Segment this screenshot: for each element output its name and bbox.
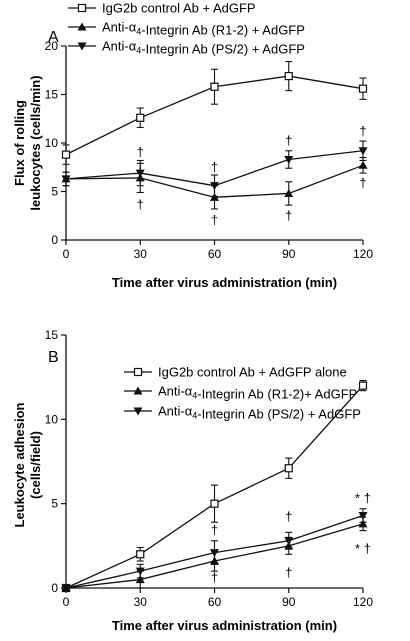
x-axis-title: Time after virus administration (min) — [112, 275, 337, 290]
data-point — [61, 584, 71, 593]
significance-mark: † — [359, 176, 366, 191]
y-tick-label: 0 — [51, 581, 58, 595]
legend-marker — [133, 386, 143, 395]
data-point — [61, 150, 71, 159]
y-tick-label: 0 — [51, 233, 58, 247]
x-tick-label: 60 — [208, 595, 222, 609]
significance-mark: † — [211, 570, 218, 585]
data-point — [210, 82, 219, 91]
significance-mark: † — [137, 145, 144, 160]
data-point — [358, 519, 368, 528]
significance-mark: † — [285, 565, 292, 580]
y-axis-title: (cells/field) — [28, 431, 43, 499]
y-tick-label: 10 — [45, 412, 59, 426]
y-tick-label: 20 — [45, 39, 59, 53]
significance-mark: † — [285, 208, 292, 223]
legend-marker — [133, 367, 143, 377]
data-point — [358, 511, 368, 520]
panel-A: A 0 30 60 90 120 0 5 10 15 20 Time after virus admi… — [12, 1, 373, 291]
x-tick-label: 90 — [282, 595, 296, 609]
data-point — [210, 499, 219, 508]
significance-mark: † — [211, 523, 218, 538]
significance-mark: † — [285, 133, 292, 148]
x-tick-label: 30 — [134, 595, 148, 609]
data-point — [284, 155, 294, 164]
data-point — [358, 381, 368, 390]
x-tick-label: 60 — [208, 247, 222, 261]
legend-entry: IgG2b control Ab + AdGFP — [102, 1, 256, 16]
legend-marker — [133, 407, 143, 416]
x-axis-title: Time after virus administration (min) — [112, 618, 337, 633]
series-3 — [61, 140, 368, 197]
x-tick-label: 120 — [353, 247, 373, 261]
data-point — [284, 537, 294, 546]
legend-marker — [77, 42, 87, 51]
data-point — [210, 549, 219, 558]
data-point — [284, 188, 294, 197]
legend-entry: Anti-α4-Integrin Ab (R1-2) + AdGFP — [102, 20, 305, 38]
legend-entry: Anti-α4-Integrin Ab (PS/2) + AdGFP — [102, 39, 305, 57]
y-tick-label: 15 — [45, 328, 59, 342]
data-point — [61, 175, 71, 184]
series-3 — [61, 508, 368, 593]
significance-mark: † — [285, 509, 292, 524]
x-tick-label: 120 — [353, 595, 373, 609]
significance-mark: * † — [355, 541, 371, 556]
y-axis-title: leukocytes (cells/min) — [28, 75, 43, 210]
legend-entry: Anti-α4-Integrin Ab (R1-2)+ AdGFP — [158, 384, 357, 402]
legend-marker — [77, 22, 87, 31]
significance-mark: † — [211, 213, 218, 228]
data-point — [284, 71, 293, 81]
y-axis-title: Leukocyte adhesion — [12, 402, 27, 527]
data-point — [358, 84, 368, 93]
data-point — [358, 160, 368, 169]
significance-mark: * † — [355, 491, 371, 506]
data-point — [284, 464, 293, 473]
y-tick-label: 5 — [51, 497, 58, 511]
significance-mark: † — [211, 159, 218, 174]
data-point — [135, 567, 145, 576]
data-point — [210, 182, 219, 191]
legend-entry: Anti-α4-Integrin Ab (PS/2) + AdGFP — [158, 404, 361, 422]
y-axis-title: Flux of rolling — [12, 100, 27, 186]
panel-B: B 0 30 60 90 120 0 5 10 15 Time after virus admini… — [12, 328, 373, 633]
x-tick-label: 0 — [63, 595, 70, 609]
y-tick-label: 10 — [45, 136, 59, 150]
y-tick-label: 5 — [51, 185, 58, 199]
data-point — [135, 575, 145, 584]
y-tick-label: 15 — [45, 88, 59, 102]
legend-entry: IgG2b control Ab + AdGFP alone — [158, 365, 347, 380]
x-tick-label: 30 — [134, 247, 148, 261]
panel-letter-B: B — [48, 349, 59, 366]
data-point — [136, 550, 145, 559]
series-1 — [61, 60, 368, 165]
x-tick-label: 90 — [282, 247, 296, 261]
data-point — [136, 113, 145, 122]
legend-marker — [77, 3, 87, 13]
significance-mark: † — [359, 123, 366, 138]
data-point — [358, 147, 368, 156]
x-tick-label: 0 — [63, 247, 70, 261]
significance-mark: † — [137, 197, 144, 212]
panel-letter-A: A — [48, 29, 59, 46]
data-point — [135, 169, 145, 178]
